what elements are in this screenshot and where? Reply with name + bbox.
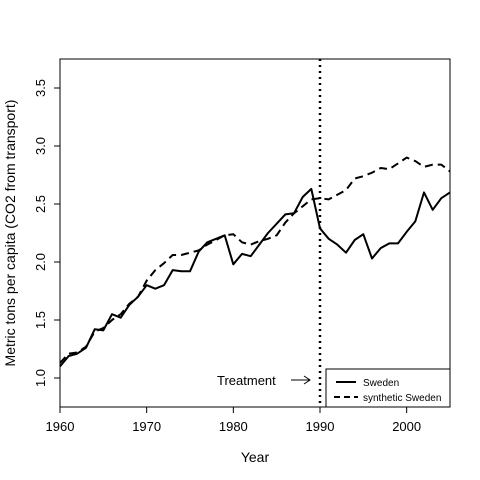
y-tick-label: 2.5 <box>33 195 48 213</box>
x-tick-label: 1990 <box>306 419 335 434</box>
y-tick-label: 2.0 <box>33 253 48 271</box>
x-tick-label: 1980 <box>219 419 248 434</box>
y-axis-title: Metric tons per capita (CO2 from transpo… <box>2 100 18 367</box>
x-tick-label: 1960 <box>46 419 75 434</box>
legend: Sweden synthetic Sweden <box>325 368 451 408</box>
y-tick-label: 1.5 <box>33 311 48 329</box>
legend-label-synthetic: synthetic Sweden <box>363 393 441 404</box>
treatment-arrow <box>291 375 311 385</box>
plot-frame <box>59 58 451 408</box>
series-layer <box>59 156 451 368</box>
x-tick-label: 1970 <box>132 419 161 434</box>
y-tick-label: 3.5 <box>33 79 48 97</box>
treatment-annotation: Treatment <box>217 373 276 388</box>
y-tick-label: 3.0 <box>33 137 48 155</box>
x-axis: 1960 1970 1980 1990 2000 <box>46 407 421 434</box>
series-line-sweden <box>59 187 451 368</box>
y-tick-label: 1.0 <box>33 369 48 387</box>
y-axis: 1.0 1.5 2.0 2.5 3.0 3.5 <box>33 79 60 387</box>
legend-box <box>325 368 451 408</box>
x-axis-title: Year <box>241 449 270 465</box>
series-line-synthetic-sweden <box>59 156 451 364</box>
x-tick-label: 2000 <box>392 419 421 434</box>
legend-label-sweden: Sweden <box>363 378 399 389</box>
